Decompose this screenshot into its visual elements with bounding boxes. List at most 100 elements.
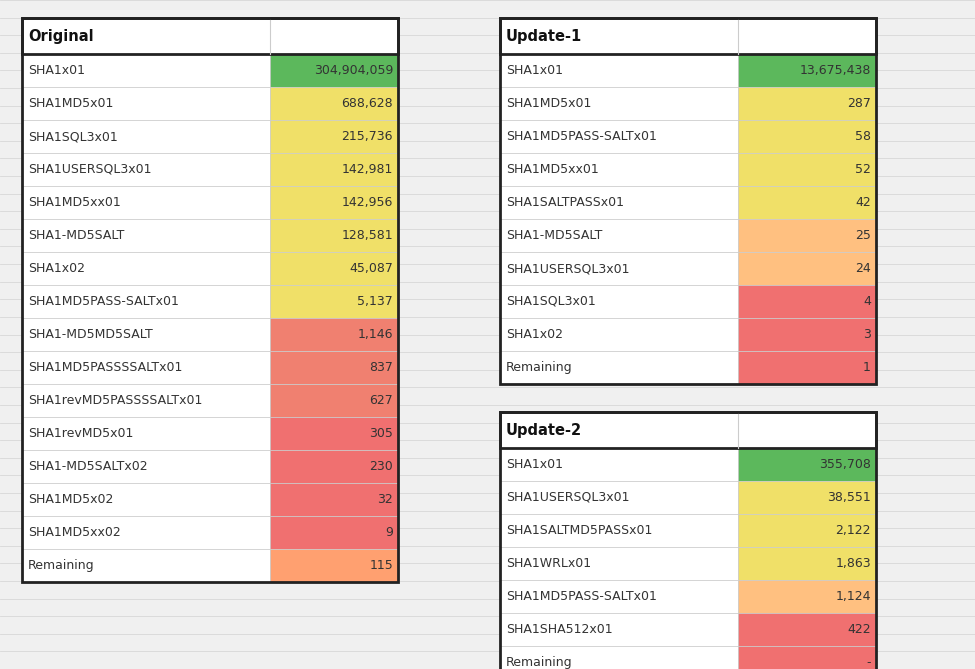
Text: 837: 837 xyxy=(370,361,393,374)
Text: 9: 9 xyxy=(385,526,393,539)
Bar xyxy=(500,580,738,613)
Text: 58: 58 xyxy=(855,130,871,143)
Text: SHA1x01: SHA1x01 xyxy=(506,64,563,77)
Bar xyxy=(738,153,876,186)
Bar xyxy=(500,54,738,87)
Text: SHA1x01: SHA1x01 xyxy=(506,458,563,471)
Text: SHA1MD5x01: SHA1MD5x01 xyxy=(506,97,592,110)
Text: SHA1x02: SHA1x02 xyxy=(506,328,563,341)
Text: 230: 230 xyxy=(370,460,393,473)
Bar xyxy=(270,219,398,252)
Text: 24: 24 xyxy=(855,262,871,275)
Bar xyxy=(22,285,270,318)
Text: 25: 25 xyxy=(855,229,871,242)
Bar xyxy=(500,219,738,252)
Text: SHA1-MD5SALT: SHA1-MD5SALT xyxy=(506,229,603,242)
Bar xyxy=(500,18,876,54)
Bar xyxy=(500,318,738,351)
Text: Remaining: Remaining xyxy=(28,559,95,572)
Bar xyxy=(500,186,738,219)
Text: SHA1MD5PASS-SALTx01: SHA1MD5PASS-SALTx01 xyxy=(506,590,657,603)
Text: 5,137: 5,137 xyxy=(357,295,393,308)
Bar xyxy=(738,252,876,285)
Bar xyxy=(270,483,398,516)
Bar xyxy=(22,54,270,87)
Text: SHA1MD5PASS-SALTx01: SHA1MD5PASS-SALTx01 xyxy=(506,130,657,143)
Text: SHA1MD5x01: SHA1MD5x01 xyxy=(28,97,113,110)
Text: 422: 422 xyxy=(847,623,871,636)
Text: 1,124: 1,124 xyxy=(836,590,871,603)
Bar xyxy=(500,412,876,669)
Bar xyxy=(270,54,398,87)
Text: SHA1SQL3x01: SHA1SQL3x01 xyxy=(506,295,596,308)
Bar xyxy=(22,186,270,219)
Text: SHA1WRLx01: SHA1WRLx01 xyxy=(506,557,591,570)
Bar xyxy=(22,417,270,450)
Bar xyxy=(270,186,398,219)
Text: SHA1revMD5PASSSSALTx01: SHA1revMD5PASSSSALTx01 xyxy=(28,394,203,407)
Text: 32: 32 xyxy=(377,493,393,506)
Text: 1: 1 xyxy=(863,361,871,374)
Bar xyxy=(270,450,398,483)
Bar xyxy=(738,186,876,219)
Bar xyxy=(500,412,876,448)
Bar xyxy=(738,219,876,252)
Bar xyxy=(738,547,876,580)
Bar xyxy=(500,252,738,285)
Text: SHA1x02: SHA1x02 xyxy=(28,262,85,275)
Text: SHA1MD5xx01: SHA1MD5xx01 xyxy=(28,196,121,209)
Text: SHA1SALTMD5PASSx01: SHA1SALTMD5PASSx01 xyxy=(506,524,652,537)
Bar xyxy=(22,153,270,186)
Text: 13,675,438: 13,675,438 xyxy=(800,64,871,77)
Bar xyxy=(738,120,876,153)
Text: SHA1revMD5x01: SHA1revMD5x01 xyxy=(28,427,134,440)
Bar xyxy=(22,252,270,285)
Bar xyxy=(500,646,738,669)
Bar xyxy=(22,18,398,54)
Bar xyxy=(22,87,270,120)
Text: 142,956: 142,956 xyxy=(341,196,393,209)
Bar xyxy=(738,351,876,384)
Text: 45,087: 45,087 xyxy=(349,262,393,275)
Text: Remaining: Remaining xyxy=(506,361,572,374)
Text: SHA1SALTPASSx01: SHA1SALTPASSx01 xyxy=(506,196,624,209)
Bar xyxy=(738,613,876,646)
Text: Update-1: Update-1 xyxy=(506,29,582,43)
Text: 38,551: 38,551 xyxy=(827,491,871,504)
Text: -: - xyxy=(867,656,871,669)
Text: 688,628: 688,628 xyxy=(341,97,393,110)
Bar xyxy=(270,516,398,549)
Text: SHA1USERSQL3x01: SHA1USERSQL3x01 xyxy=(28,163,151,176)
Text: SHA1SQL3x01: SHA1SQL3x01 xyxy=(28,130,118,143)
Text: SHA1USERSQL3x01: SHA1USERSQL3x01 xyxy=(506,491,630,504)
Bar xyxy=(500,448,738,481)
Bar xyxy=(22,120,270,153)
Bar xyxy=(270,318,398,351)
Bar xyxy=(738,318,876,351)
Bar xyxy=(270,285,398,318)
Bar xyxy=(738,481,876,514)
Text: SHA1MD5PASSSSALTx01: SHA1MD5PASSSSALTx01 xyxy=(28,361,182,374)
Text: 2,122: 2,122 xyxy=(836,524,871,537)
Bar xyxy=(738,285,876,318)
Text: 42: 42 xyxy=(855,196,871,209)
Bar xyxy=(22,351,270,384)
Bar xyxy=(22,318,270,351)
Bar xyxy=(270,417,398,450)
Bar xyxy=(500,613,738,646)
Bar xyxy=(270,120,398,153)
Bar xyxy=(500,120,738,153)
Text: SHA1x01: SHA1x01 xyxy=(28,64,85,77)
Text: SHA1-MD5SALT: SHA1-MD5SALT xyxy=(28,229,125,242)
Text: 287: 287 xyxy=(847,97,871,110)
Text: 215,736: 215,736 xyxy=(341,130,393,143)
Text: SHA1-MD5MD5SALT: SHA1-MD5MD5SALT xyxy=(28,328,153,341)
Text: SHA1MD5xx02: SHA1MD5xx02 xyxy=(28,526,121,539)
Bar xyxy=(22,516,270,549)
Text: Remaining: Remaining xyxy=(506,656,572,669)
Bar xyxy=(500,18,876,384)
Bar xyxy=(738,580,876,613)
Bar xyxy=(738,54,876,87)
Bar xyxy=(270,153,398,186)
Bar xyxy=(500,547,738,580)
